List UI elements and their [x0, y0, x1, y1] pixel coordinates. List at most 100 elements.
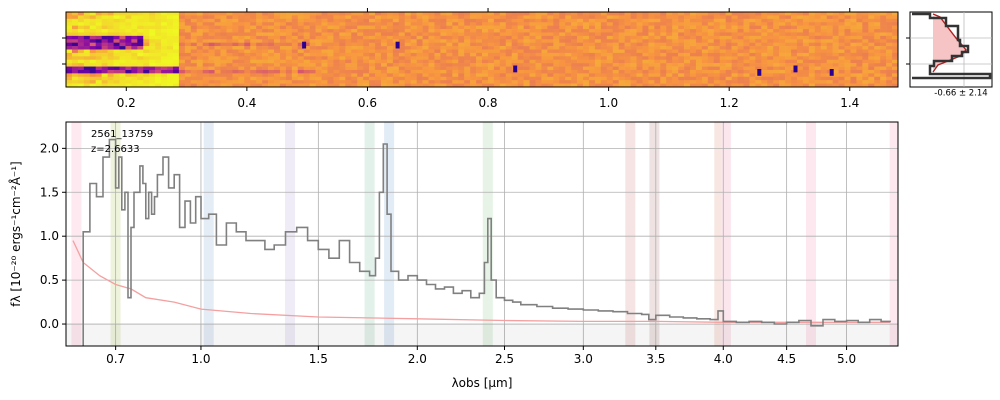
heatmap-cell	[375, 49, 382, 54]
heatmap-cell	[125, 76, 132, 81]
heatmap-cell	[600, 83, 608, 87]
heatmap-cell	[737, 59, 744, 64]
heatmap-cell	[737, 32, 744, 37]
heatmap-cell	[95, 80, 102, 84]
heatmap-cell	[291, 42, 299, 47]
heatmap-cell	[737, 80, 744, 84]
heatmap-cell	[826, 59, 833, 64]
heatmap-cell	[422, 56, 429, 61]
heatmap-cell	[172, 18, 180, 23]
heatmap-cell	[672, 66, 679, 71]
heatmap-cell	[208, 76, 215, 81]
heatmap-cell	[220, 83, 227, 87]
heatmap-cell	[767, 66, 774, 71]
heatmap-cell	[541, 69, 548, 74]
heatmap-cell	[571, 29, 578, 33]
heatmap-cell	[113, 52, 120, 57]
heatmap-cell	[262, 32, 269, 37]
heatmap-cell	[380, 42, 388, 47]
heatmap-cell	[493, 52, 501, 57]
heatmap-cell	[755, 76, 762, 81]
heatmap-cell	[832, 76, 839, 81]
heatmap-cell	[297, 49, 305, 54]
heatmap-cell	[666, 69, 673, 74]
heatmap-cell	[327, 66, 334, 71]
heatmap-cell	[470, 69, 477, 74]
heatmap-cell	[167, 49, 174, 54]
heatmap-cell	[333, 49, 340, 54]
heatmap-cell	[208, 49, 215, 54]
heatmap-cell	[660, 83, 667, 87]
heatmap-cell	[529, 66, 536, 71]
heatmap-cell	[452, 80, 459, 84]
heatmap-cell	[428, 35, 435, 40]
heatmap-cell	[143, 73, 150, 78]
heatmap-cell	[446, 69, 453, 74]
heatmap-cell	[535, 83, 542, 87]
heatmap-cell	[476, 73, 483, 78]
heatmap-cell	[796, 46, 804, 50]
heatmap-cell	[321, 52, 328, 57]
heatmap-cell	[357, 83, 364, 87]
heatmap-cell	[874, 49, 881, 54]
heatmap-cell	[95, 42, 102, 47]
heatmap-cell	[517, 59, 524, 64]
heatmap-cell	[594, 29, 602, 33]
heatmap-cell	[268, 76, 275, 81]
heatmap-cell	[196, 52, 203, 57]
heatmap-cell	[178, 66, 186, 71]
heatmap-cell	[226, 73, 233, 78]
emission-line-band	[889, 122, 898, 346]
heatmap-cell	[559, 49, 566, 54]
heatmap-cell	[464, 35, 471, 40]
heatmap-cell	[547, 39, 554, 43]
heatmap-cell	[214, 63, 221, 67]
heatmap-cell	[690, 39, 697, 43]
heatmap-cell	[297, 39, 305, 43]
heatmap-cell	[541, 52, 548, 57]
heatmap-cell	[386, 29, 394, 33]
heatmap-cell	[874, 66, 881, 71]
heatmap-cell	[565, 83, 572, 87]
heatmap-cell	[83, 46, 91, 50]
heatmap-cell	[422, 66, 429, 71]
heatmap-cell	[606, 12, 614, 16]
heatmap-cell	[66, 69, 73, 74]
heatmap-cell	[250, 66, 257, 71]
heatmap-cell	[636, 12, 643, 16]
heatmap-cell	[648, 56, 655, 61]
heatmap-cell	[440, 15, 447, 20]
heatmap-cell	[713, 42, 721, 47]
heatmap-cell	[892, 49, 898, 54]
heatmap-cell	[446, 63, 453, 67]
heatmap-cell	[565, 56, 572, 61]
heatmap-cell	[612, 76, 619, 81]
heatmap-cell	[838, 56, 845, 61]
heatmap-cell	[618, 73, 625, 78]
heatmap-cell	[119, 35, 126, 40]
heatmap-cell	[440, 46, 447, 50]
heatmap-cell	[761, 32, 768, 37]
heatmap-cell	[648, 73, 655, 78]
heatmap-cell	[202, 83, 209, 87]
heatmap-cell	[642, 22, 649, 26]
heatmap-cell	[553, 22, 560, 26]
heatmap-cell	[440, 52, 447, 57]
heatmap-cell	[660, 42, 667, 47]
heatmap-cell	[868, 35, 875, 40]
heatmap-cell	[149, 56, 156, 61]
heatmap-cell	[862, 52, 869, 57]
heatmap-cell	[291, 29, 299, 33]
heatmap-cell	[315, 66, 322, 71]
heatmap-cell	[66, 73, 73, 78]
heatmap-cell	[725, 73, 732, 78]
heatmap-cell	[428, 46, 435, 50]
heatmap-cell	[660, 32, 667, 37]
heatmap-cell	[71, 83, 79, 87]
heatmap-cell	[511, 83, 518, 87]
heatmap-cell	[850, 76, 857, 81]
heatmap-cell	[250, 69, 257, 74]
heatmap-cell	[553, 80, 560, 84]
heatmap-cell	[220, 56, 227, 61]
heatmap-cell	[196, 15, 203, 20]
